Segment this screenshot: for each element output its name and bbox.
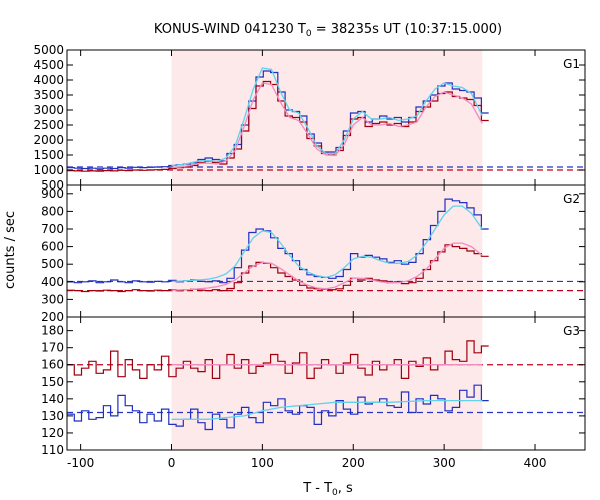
chart-title: KONUS-WIND 041230 T0 = 38235s UT (10:37:… — [154, 22, 502, 39]
y-tick-label: 110 — [41, 443, 64, 457]
panels-group: 500100015002000250030003500400045005000G… — [33, 43, 586, 470]
panel-label: G1 — [563, 57, 580, 71]
shaded-interval — [171, 185, 483, 317]
series-line-red-g1 — [67, 80, 489, 172]
y-tick-label: 500 — [41, 257, 64, 271]
panel-plot-area — [67, 317, 585, 450]
series-line-pink-g2 — [171, 242, 483, 291]
panel-g3: 110 120 130 140 150 160 170 180 -100 0 100 200 300 40… — [41, 316, 586, 470]
y-tick-label: 700 — [41, 222, 64, 236]
series-line-pink-g1 — [171, 82, 483, 169]
y-tick-label: 130 — [41, 409, 64, 423]
x-tick-label: 200 — [342, 456, 365, 470]
y-tick-label: 400 — [41, 275, 64, 289]
series-line-cyan-g2 — [171, 205, 483, 283]
panel-label: G3 — [563, 324, 580, 338]
y-tick-label: 500 — [41, 178, 64, 192]
y-tick-label: 2000 — [33, 133, 64, 147]
series-line-red-g3 — [67, 340, 489, 379]
y-tick-label: 600 — [41, 240, 64, 254]
x-axis-label: T - T0, s — [302, 481, 353, 498]
y-tick-label: 2500 — [33, 118, 64, 132]
panel-g2: 200 300 400 500 600 700 800 900 G2 — [41, 184, 586, 324]
y-tick-label: 120 — [41, 426, 64, 440]
x-tick-label: 0 — [168, 456, 176, 470]
panel-plot-area — [67, 185, 585, 317]
y-tick-label: 4000 — [33, 73, 64, 87]
x-tick-label: 100 — [251, 456, 274, 470]
series-line-cyan-g1 — [171, 67, 483, 167]
y-tick-label: 5000 — [33, 43, 64, 57]
y-tick-label: 180 — [41, 324, 64, 338]
y-tick-label: 170 — [41, 341, 64, 355]
y-tick-label: 160 — [41, 358, 64, 372]
shaded-interval — [171, 317, 483, 450]
y-tick-label: 3000 — [33, 103, 64, 117]
series-line-cyan-g3 — [171, 399, 483, 420]
panel-frame — [66, 316, 586, 451]
y-tick-label: 1000 — [33, 163, 64, 177]
x-tick-label: 400 — [524, 456, 547, 470]
y-tick-label: 3500 — [33, 88, 64, 102]
y-tick-label: 150 — [41, 375, 64, 389]
y-tick-label: 1500 — [33, 148, 64, 162]
y-tick-label: 900 — [41, 187, 64, 201]
y-tick-label: 4500 — [33, 58, 64, 72]
x-tick-label: 300 — [433, 456, 456, 470]
series-line-blue-g1 — [67, 70, 489, 170]
shaded-interval — [171, 50, 483, 185]
series-line-blue-g2 — [67, 198, 489, 284]
y-axis-label: counts / sec — [3, 211, 18, 289]
x-tick-label: -100 — [67, 456, 94, 470]
panel-plot-area — [67, 50, 585, 185]
y-tick-label: 140 — [41, 392, 64, 406]
y-tick-label: 300 — [41, 292, 64, 306]
y-tick-label: 800 — [41, 204, 64, 218]
y-tick-label: 200 — [41, 310, 64, 324]
panel-label: G2 — [563, 192, 580, 206]
series-line-red-g2 — [67, 244, 489, 293]
